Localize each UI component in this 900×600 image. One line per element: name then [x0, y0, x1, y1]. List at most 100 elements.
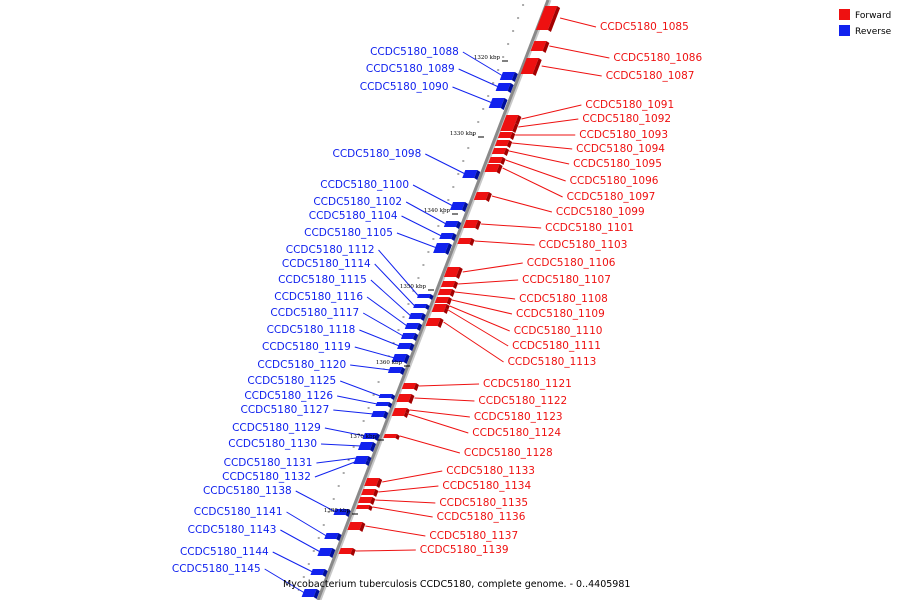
- gene-feature: [473, 192, 492, 202]
- gene-label: CCDC5180_1144: [180, 546, 313, 573]
- gene-label: CCDC5180_1115: [278, 274, 412, 317]
- gene-name: CCDC5180_1117: [270, 307, 359, 319]
- gene-label: CCDC5180_1101: [481, 222, 634, 234]
- gene-name: CCDC5180_1128: [464, 447, 553, 459]
- gene-label: CCDC5180_1095: [509, 150, 662, 170]
- gene-label: CCDC5180_1122: [414, 395, 567, 407]
- gene-name: CCDC5180_1113: [508, 356, 597, 368]
- gene-label: CCDC5180_1098: [333, 148, 466, 175]
- gene-feature: [391, 354, 410, 364]
- kbp-marker: 1370 kbp: [350, 434, 384, 441]
- gene-name: CCDC5180_1145: [172, 563, 261, 575]
- gene-name: CCDC5180_1124: [472, 427, 561, 439]
- gene-label: CCDC5180_1088: [370, 46, 504, 77]
- gene-name: CCDC5180_1106: [527, 257, 616, 269]
- gene-label: CCDC5180_1123: [409, 409, 563, 423]
- gene-feature: [357, 442, 377, 452]
- gene-feature: [535, 6, 561, 32]
- gene-label: CCDC5180_1117: [270, 307, 404, 337]
- gene-feature: [358, 497, 376, 505]
- gene-label: CCDC5180_1114: [282, 258, 416, 307]
- gene-feature: [310, 569, 328, 577]
- kbp-label: 1360 kbp: [376, 360, 403, 366]
- gene-label: CCDC5180_1086: [549, 45, 702, 64]
- gene-feature: [400, 333, 419, 341]
- legend-reverse-label: Reverse: [855, 27, 892, 37]
- gene-feature: [356, 505, 373, 511]
- gene-feature: [491, 148, 510, 156]
- gene-feature: [462, 170, 481, 180]
- gene-name: CCDC5180_1133: [446, 465, 535, 477]
- gene-feature: [413, 304, 430, 310]
- gene-name: CCDC5180_1131: [224, 457, 313, 469]
- gene-feature: [375, 402, 393, 408]
- axis-line: [316, 0, 550, 600]
- gene-feature: [463, 220, 482, 230]
- kbp-marker: 1350 kbp: [400, 284, 434, 291]
- gene-feature: [497, 132, 516, 140]
- gene-name: CCDC5180_1107: [522, 274, 611, 286]
- gene-label: CCDC5180_1107: [458, 274, 611, 286]
- gene-feature: [488, 98, 508, 110]
- gene-name: CCDC5180_1123: [474, 411, 563, 423]
- gene-name: CCDC5180_1141: [194, 506, 283, 518]
- gene-feature: [530, 41, 550, 53]
- gene-name: CCDC5180_1139: [420, 544, 509, 556]
- gene-feature: [440, 281, 459, 289]
- gene-label: CCDC5180_1113: [443, 321, 597, 368]
- gene-feature: [488, 157, 506, 165]
- genome-axis: [297, 0, 552, 600]
- gene-name: CCDC5180_1089: [366, 63, 455, 75]
- gene-label: CCDC5180_1100: [320, 179, 454, 207]
- kbp-marker: 1340 kbp: [424, 208, 458, 215]
- gene-feature: [362, 433, 380, 441]
- gene-name: CCDC5180_1097: [567, 191, 656, 203]
- gene-name: CCDC5180_1102: [313, 196, 402, 208]
- gene-label: CCDC5180_1102: [313, 196, 447, 225]
- gene-label: CCDC5180_1127: [241, 404, 374, 416]
- gene-name: CCDC5180_1095: [573, 158, 662, 170]
- gene-name: CCDC5180_1105: [304, 227, 393, 239]
- gene-feature: [500, 123, 519, 133]
- gene-label: CCDC5180_1104: [309, 210, 442, 237]
- gene-label: CCDC5180_1141: [194, 506, 327, 537]
- gene-label: CCDC5180_1108: [455, 291, 608, 305]
- kbp-label: 1330 kbp: [450, 131, 477, 137]
- gene-name: CCDC5180_1136: [437, 511, 526, 523]
- gene-label: CCDC5180_1112: [286, 244, 419, 297]
- gene-feature: [333, 509, 351, 517]
- gene-feature: [417, 294, 434, 300]
- gene-feature: [404, 323, 423, 331]
- legend: Forward Reverse: [839, 9, 892, 37]
- gene-label: CCDC5180_1121: [419, 378, 572, 390]
- gene-label: CCDC5180_1106: [462, 257, 616, 273]
- kbp-label: 1350 kbp: [400, 284, 427, 290]
- kbp-marker: 1330 kbp: [450, 131, 484, 138]
- gene-feature: [494, 140, 513, 148]
- gene-label: CCDC5180_1129: [232, 422, 365, 437]
- gene-name: CCDC5180_1137: [429, 530, 518, 542]
- gene-labels: CCDC5180_1085 CCDC5180_1086 CCDC5180_1087 C…: [172, 17, 702, 594]
- gene-feature: [378, 394, 396, 400]
- gene-label: CCDC5180_1126: [244, 390, 378, 405]
- gene-label: CCDC5180_1124: [408, 413, 561, 439]
- gene-name: CCDC5180_1099: [556, 206, 645, 218]
- gene-label: CCDC5180_1094: [512, 142, 665, 155]
- gene-label: CCDC5180_1099: [491, 195, 645, 218]
- gene-name: CCDC5180_1096: [570, 175, 659, 187]
- gene-feature: [443, 267, 463, 279]
- gene-name: CCDC5180_1135: [439, 497, 528, 509]
- gene-label: CCDC5180_1130: [228, 438, 362, 450]
- gene-label: CCDC5180_1125: [247, 375, 381, 397]
- legend-reverse-swatch: [839, 25, 850, 36]
- gene-label: CCDC5180_1105: [304, 227, 438, 249]
- legend-forward-swatch: [839, 9, 850, 20]
- gene-label: CCDC5180_1089: [366, 63, 499, 88]
- kbp-label: 1340 kbp: [424, 208, 451, 214]
- gene-label: CCDC5180_1131: [224, 457, 357, 469]
- gene-label: CCDC5180_1085: [559, 17, 689, 33]
- gene-label: CCDC5180_1120: [257, 359, 391, 371]
- kbp-label: 1320 kbp: [474, 55, 501, 61]
- gene-name: CCDC5180_1122: [478, 395, 567, 407]
